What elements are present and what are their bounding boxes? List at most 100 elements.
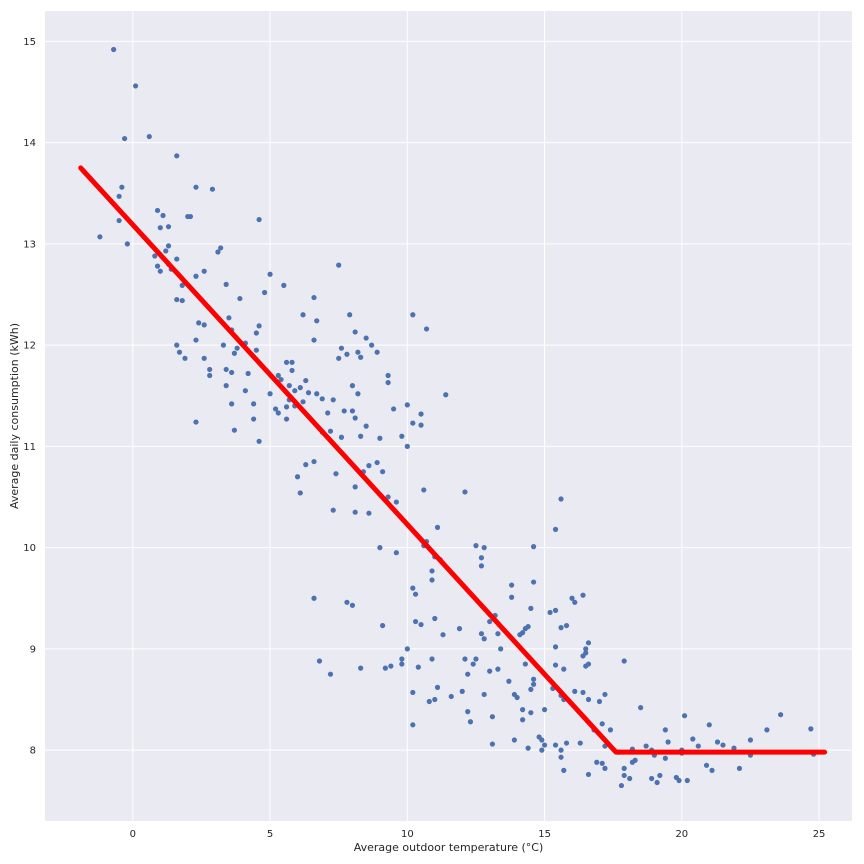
data-point: [583, 663, 589, 669]
data-point: [311, 595, 317, 601]
data-point: [377, 435, 383, 441]
data-point: [429, 568, 435, 574]
data-point: [154, 263, 161, 269]
data-point: [275, 410, 281, 416]
data-point: [344, 351, 350, 357]
data-point: [174, 342, 180, 348]
data-point: [369, 342, 375, 348]
data-point: [418, 422, 424, 428]
data-point: [599, 721, 605, 727]
data-point: [489, 741, 496, 747]
data-point: [530, 681, 537, 687]
data-point: [602, 691, 608, 698]
data-point: [251, 401, 257, 407]
data-point: [207, 372, 213, 379]
data-point: [218, 245, 224, 251]
data-point: [242, 388, 248, 394]
data-point: [201, 322, 207, 328]
data-point: [116, 193, 122, 199]
data-point: [681, 713, 688, 719]
data-point: [410, 585, 416, 591]
data-point: [314, 391, 320, 397]
data-point: [459, 688, 465, 695]
plot-background: [45, 11, 852, 821]
data-point: [709, 767, 715, 773]
y-tick-label: 10: [23, 543, 36, 554]
data-point: [196, 320, 202, 326]
data-point: [594, 759, 600, 765]
data-point: [187, 213, 194, 220]
data-point: [541, 742, 548, 748]
data-point: [116, 217, 122, 224]
data-point: [355, 349, 361, 355]
data-point: [509, 594, 515, 600]
data-point: [223, 383, 229, 389]
data-point: [399, 661, 405, 667]
data-point: [511, 737, 517, 743]
data-point: [478, 563, 485, 569]
data-point: [558, 754, 564, 760]
y-tick-label: 13: [23, 239, 36, 250]
data-point: [525, 624, 531, 630]
data-point: [662, 755, 668, 761]
data-point: [283, 404, 290, 410]
data-point: [256, 216, 262, 223]
data-point: [253, 347, 259, 353]
data-point: [714, 739, 721, 745]
data-point: [231, 427, 237, 433]
y-tick-label: 14: [23, 138, 36, 149]
data-point: [352, 509, 358, 515]
data-point: [528, 710, 534, 716]
data-point: [347, 312, 353, 318]
data-point: [577, 740, 583, 746]
data-point: [684, 777, 690, 784]
data-point: [174, 296, 180, 303]
data-point: [256, 323, 262, 329]
data-point: [410, 722, 416, 728]
data-point: [311, 337, 317, 343]
data-point: [530, 579, 537, 585]
x-tick-label: 10: [401, 829, 414, 840]
data-point: [638, 705, 644, 711]
data-point: [602, 765, 608, 771]
data-point: [495, 666, 501, 672]
data-point: [580, 653, 586, 659]
data-point: [303, 377, 309, 384]
data-point: [385, 494, 391, 500]
data-point: [314, 318, 320, 324]
data-point: [176, 349, 183, 355]
data-point: [358, 665, 364, 671]
data-point: [462, 489, 468, 495]
data-point: [585, 696, 592, 703]
data-point: [539, 737, 545, 743]
data-point: [165, 224, 172, 230]
data-point: [294, 474, 301, 480]
data-point: [201, 268, 207, 274]
data-point: [267, 271, 273, 277]
data-point: [349, 383, 356, 389]
data-point: [193, 184, 199, 190]
data-point: [289, 359, 295, 365]
data-point: [393, 550, 399, 556]
data-point: [154, 207, 161, 214]
data-point: [443, 392, 449, 398]
data-point: [690, 736, 696, 742]
y-tick-label: 11: [23, 442, 36, 453]
data-point: [747, 737, 754, 743]
data-point: [563, 740, 570, 746]
data-point: [703, 762, 710, 768]
data-point: [220, 342, 227, 348]
data-point: [391, 406, 397, 412]
data-point: [311, 458, 317, 465]
data-point: [399, 433, 405, 439]
data-point: [223, 366, 229, 373]
x-axis-label: Average outdoor temperature (°C): [354, 841, 544, 854]
data-point: [706, 722, 712, 728]
data-point: [333, 471, 339, 477]
data-point: [596, 698, 603, 705]
data-point: [410, 312, 416, 318]
data-point: [547, 609, 553, 616]
data-point: [695, 743, 701, 749]
data-point: [412, 618, 419, 625]
y-tick-label: 15: [23, 37, 36, 48]
